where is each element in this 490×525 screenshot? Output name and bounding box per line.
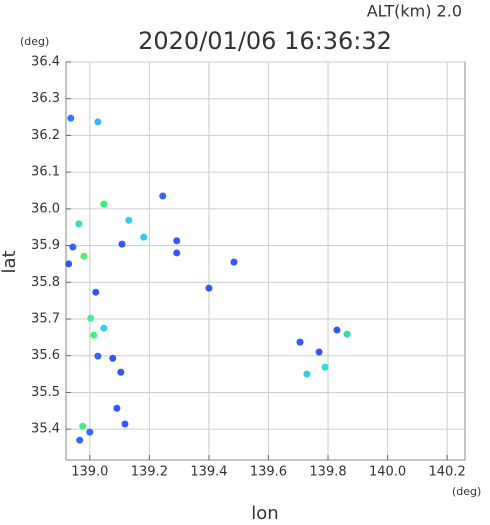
chart-title: 2020/01/06 16:36:32: [138, 27, 392, 55]
echo-point: [173, 237, 181, 245]
echo-point: [321, 363, 329, 371]
x-axis-label: lon: [251, 503, 278, 521]
x-tick-label: 139.8: [309, 465, 346, 480]
y-tick-label: 35.4: [31, 422, 60, 437]
echo-point: [87, 314, 95, 322]
x-unit: (deg): [452, 485, 481, 498]
x-tick-label: 139.6: [250, 465, 287, 480]
y-tick-label: 36.3: [31, 91, 60, 106]
echo-point: [80, 252, 88, 260]
x-tick-label: 139.4: [190, 465, 227, 480]
echo-point: [86, 428, 94, 436]
y-tick-label: 36.1: [31, 165, 60, 180]
echo-point: [333, 326, 341, 334]
echo-point: [140, 233, 148, 241]
echo-point: [94, 118, 102, 126]
y-tick-label: 36.4: [31, 55, 60, 70]
y-tick-label: 36.0: [31, 201, 60, 216]
y-tick-label: 35.7: [31, 312, 60, 327]
y-unit: (deg): [20, 35, 49, 48]
echo-point: [100, 324, 108, 332]
echo-point: [65, 260, 73, 268]
y-tick-label: 35.9: [31, 238, 60, 253]
echo-point: [125, 216, 133, 224]
y-tick-label: 35.8: [31, 275, 60, 290]
echo-point: [69, 243, 77, 251]
echo-point: [92, 288, 100, 296]
echo-point: [67, 114, 75, 122]
alt-label: ALT(km) 2.0: [367, 2, 462, 21]
echo-point: [205, 284, 213, 292]
x-tick-label: 140.2: [429, 465, 466, 480]
x-tick-label: 139.0: [71, 465, 108, 480]
y-axis-label: lat: [0, 250, 20, 273]
echo-point: [100, 200, 108, 208]
echo-point: [303, 370, 311, 378]
echo-point: [159, 192, 167, 200]
echo-point: [343, 330, 351, 338]
echo-point: [75, 220, 83, 228]
echo-point: [109, 354, 117, 362]
echo-point: [113, 404, 121, 412]
y-tick-label: 35.6: [31, 348, 60, 363]
x-tick-label: 140.0: [369, 465, 406, 480]
echo-point: [230, 258, 238, 266]
y-tick-label: 36.2: [31, 128, 60, 143]
echo-point: [118, 240, 126, 248]
echo-point: [79, 422, 87, 430]
x-tick-label: 139.2: [131, 465, 168, 480]
echo-point: [296, 338, 304, 346]
echo-point: [117, 368, 125, 376]
echo-point: [94, 352, 102, 360]
echo-point: [90, 331, 98, 339]
echo-point: [76, 436, 84, 444]
plot-frame: [65, 61, 466, 461]
echo-point: [121, 420, 129, 428]
echo-point: [173, 249, 181, 257]
echo-point: [315, 348, 323, 356]
y-tick-label: 35.5: [31, 385, 60, 400]
